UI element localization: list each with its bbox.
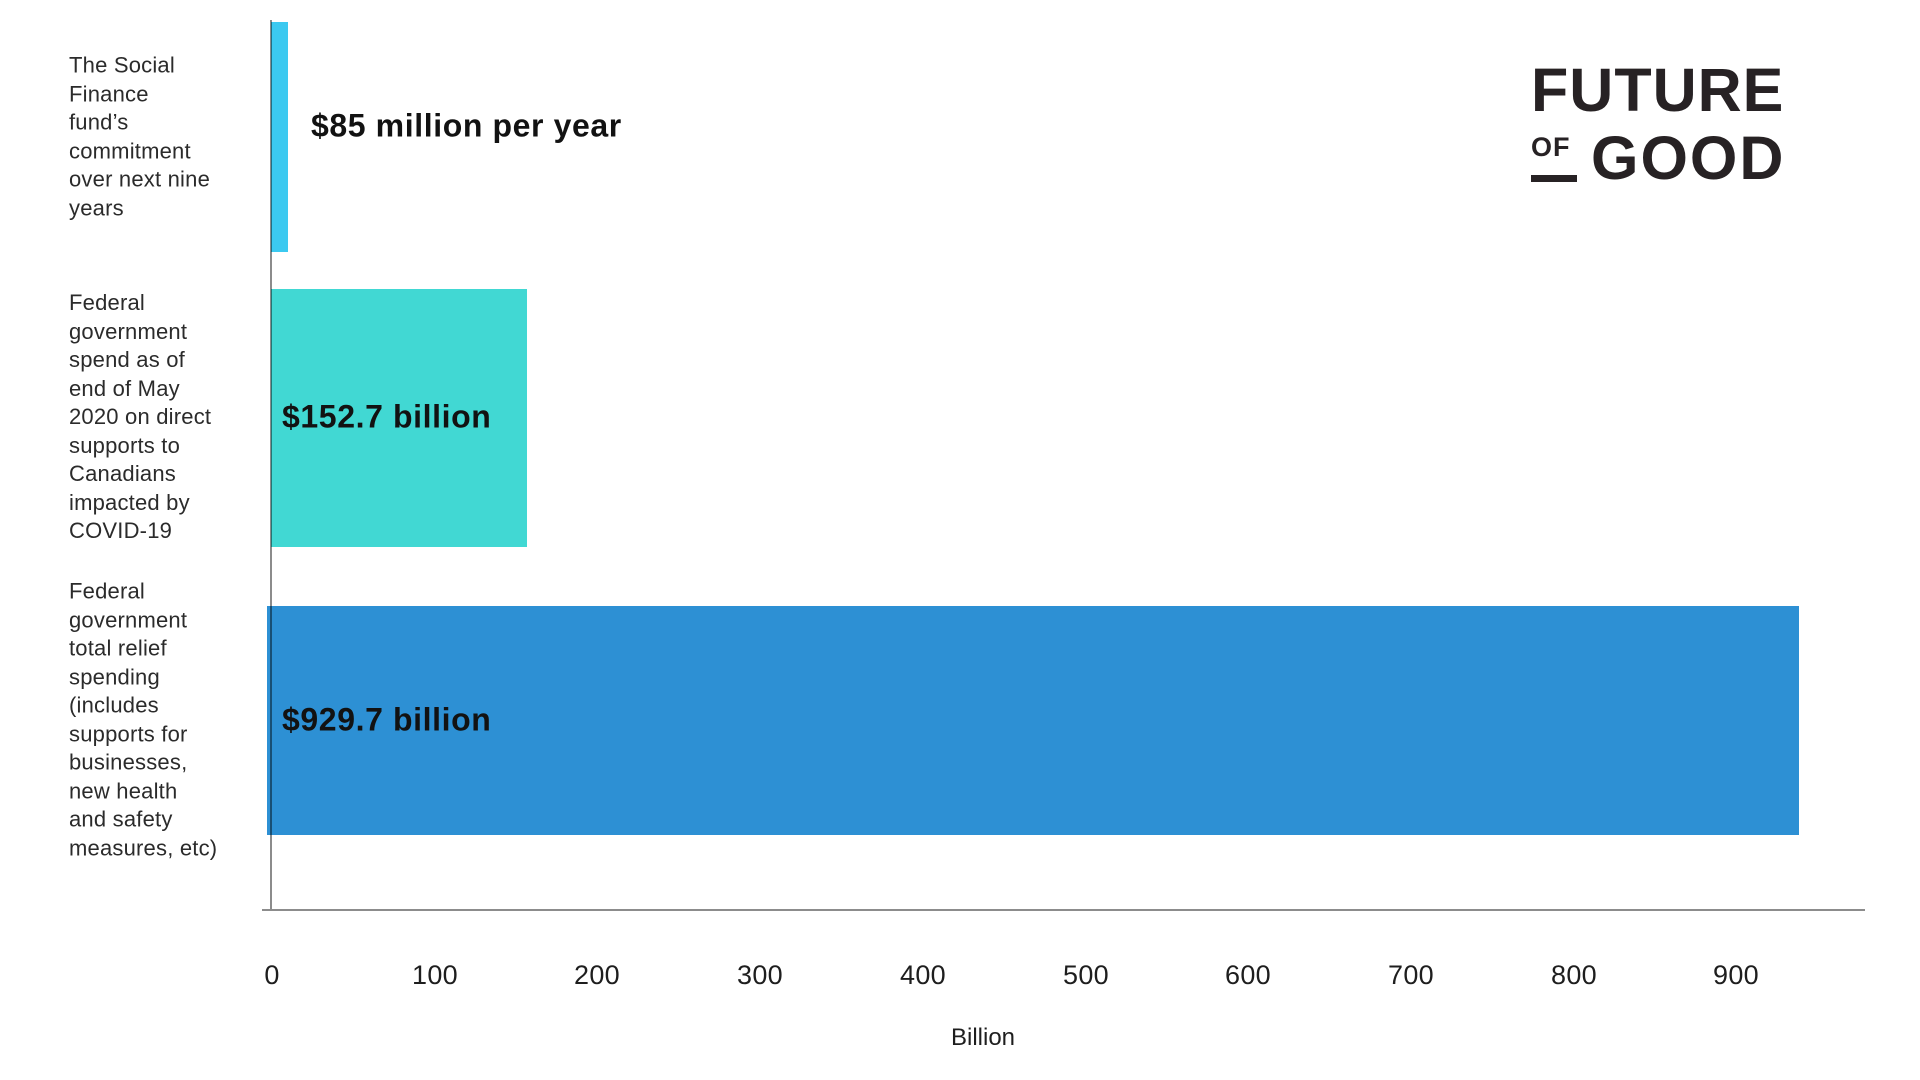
x-tick-label-700: 700 [1388, 960, 1434, 990]
x-axis-title: Billion [950, 1024, 1016, 1051]
category-label-federal-direct-supports: Federal government spend as of end of Ma… [69, 289, 212, 543]
logo-of-underline [1531, 175, 1577, 182]
category-label-federal-total-relief: Federal government total relief spending… [69, 578, 218, 861]
x-tick-label-400: 400 [900, 960, 946, 990]
x-axis-line [262, 909, 1865, 911]
bar-federal-direct-supports [271, 289, 527, 547]
y-axis-line [270, 20, 272, 909]
value-label-social-finance-fund: $85 million per year [311, 107, 622, 144]
x-tick-label-200: 200 [574, 960, 620, 990]
brand-logo: FUTURE OF GOOD [1531, 56, 1786, 192]
value-label-federal-direct-supports: $152.7 billion [282, 398, 492, 435]
x-tick-label-900: 900 [1713, 960, 1759, 990]
logo-good-text: GOOD [1591, 124, 1786, 192]
x-tick-label-0: 0 [264, 960, 280, 990]
logo-future-text: FUTURE [1531, 56, 1785, 124]
category-label-social-finance-fund: The Social Finance fund’s commitment ove… [69, 52, 210, 221]
logo-of-block: OF [1531, 134, 1577, 182]
bar-social-finance-fund [271, 22, 288, 252]
x-tick-label-600: 600 [1225, 960, 1271, 990]
logo-line2: OF GOOD [1531, 124, 1786, 192]
x-tick-label-100: 100 [412, 960, 458, 990]
x-tick-label-500: 500 [1063, 960, 1109, 990]
logo-of-text: OF [1531, 132, 1571, 162]
value-label-federal-total-relief: $929.7 billion [282, 701, 492, 738]
x-tick-label-800: 800 [1551, 960, 1597, 990]
x-tick-label-300: 300 [737, 960, 783, 990]
bar-federal-total-relief [267, 606, 1799, 835]
